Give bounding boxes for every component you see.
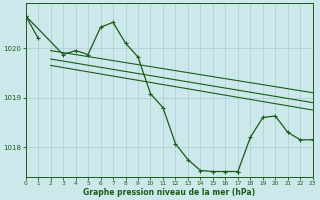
X-axis label: Graphe pression niveau de la mer (hPa): Graphe pression niveau de la mer (hPa) [83, 188, 255, 197]
